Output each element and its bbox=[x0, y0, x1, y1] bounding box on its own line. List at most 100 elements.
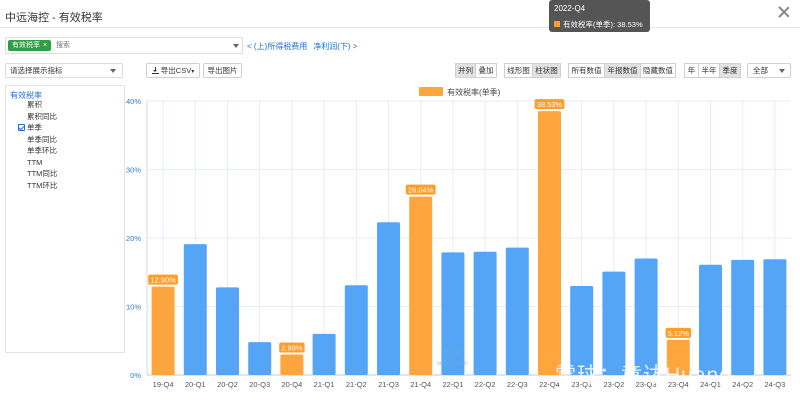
y-tick-label: 30% bbox=[126, 166, 141, 175]
chevron-down-icon[interactable] bbox=[233, 44, 239, 48]
panel-title[interactable]: 有效税率 bbox=[10, 91, 42, 100]
indicator-option-label: TTM环比 bbox=[27, 180, 58, 190]
prev-metric-link[interactable]: < (上)所得税费用 bbox=[247, 42, 308, 51]
tooltip-series: 有效税率(单季): 38.53% bbox=[554, 19, 643, 30]
bar[interactable] bbox=[344, 285, 368, 375]
legend-swatch bbox=[419, 87, 443, 96]
metric-tag-label: 有效税率 bbox=[12, 42, 40, 49]
indicator-option-label: TTM bbox=[27, 157, 43, 167]
value-mode-button-2[interactable]: 隐藏数值 bbox=[640, 63, 676, 78]
x-tick-label: 20-Q2 bbox=[217, 380, 238, 389]
data-label: 5.12% bbox=[668, 329, 690, 338]
bar[interactable] bbox=[312, 333, 336, 375]
legend-label: 有效税率(单季) bbox=[447, 87, 501, 97]
download-icon bbox=[151, 67, 159, 74]
checkbox[interactable] bbox=[18, 124, 25, 131]
export-csv-label: 导出CSV bbox=[160, 66, 192, 75]
nav-links: < (上)所得税费用 净利润(下) > bbox=[247, 41, 363, 52]
data-label: 26.04% bbox=[408, 186, 434, 195]
tooltip-series-name: 有效税率(单季) bbox=[563, 20, 613, 29]
bar[interactable] bbox=[666, 339, 690, 375]
x-tick-label: 20-Q4 bbox=[281, 380, 302, 389]
watermark-logo: 雪球 xueqiu.com bbox=[437, 349, 468, 369]
value-mode-button-0[interactable]: 所有数值 bbox=[568, 63, 605, 78]
search-input[interactable] bbox=[56, 39, 226, 52]
data-label-bg bbox=[279, 342, 305, 353]
layout-button-0[interactable]: 并列 bbox=[455, 63, 476, 78]
x-tick-label: 24-Q1 bbox=[700, 380, 721, 389]
period-button-2[interactable]: 季度 bbox=[719, 63, 741, 78]
series-swatch bbox=[554, 21, 560, 27]
layout-button-1[interactable]: 叠加 bbox=[475, 63, 497, 78]
tag-remove-icon[interactable]: × bbox=[43, 42, 48, 49]
bar[interactable] bbox=[248, 342, 272, 375]
watermark-small-top: 雪球 bbox=[443, 348, 462, 358]
x-tick-label: 23-Q4 bbox=[668, 380, 689, 389]
window-header: 中远海控 - 有效税率 bbox=[0, 0, 800, 28]
y-tick-label: 20% bbox=[126, 234, 141, 243]
bar[interactable] bbox=[763, 259, 787, 375]
indicator-option[interactable]: 累积同比 bbox=[18, 112, 57, 122]
data-label: 12.90% bbox=[150, 276, 176, 285]
bar[interactable] bbox=[570, 285, 594, 375]
indicator-option[interactable]: 单季环比 bbox=[18, 146, 57, 156]
x-tick-label: 23-Q3 bbox=[636, 380, 657, 389]
indicator-select-label: 请选择展示指标 bbox=[10, 66, 63, 75]
data-label-bg bbox=[148, 274, 178, 285]
bar[interactable] bbox=[731, 259, 755, 375]
export-image-button[interactable]: 导出图片 bbox=[203, 63, 242, 78]
indicator-option[interactable]: TTM同比 bbox=[18, 169, 57, 179]
bar[interactable] bbox=[216, 287, 239, 375]
x-tick-label: 19-Q4 bbox=[153, 380, 174, 389]
next-metric-link[interactable]: 净利润(下) > bbox=[313, 42, 358, 51]
indicator-option[interactable]: TTM环比 bbox=[18, 181, 57, 191]
period-button-0[interactable]: 年 bbox=[684, 63, 699, 78]
export-csv-button[interactable]: 导出CSV▾ bbox=[146, 63, 200, 78]
indicator-option[interactable]: TTM bbox=[18, 158, 42, 168]
indicator-option[interactable]: 单季同比 bbox=[18, 135, 57, 145]
bar[interactable] bbox=[505, 247, 529, 375]
indicator-option[interactable]: 单季 bbox=[18, 123, 42, 133]
bar[interactable] bbox=[377, 222, 400, 375]
tooltip-title: 2022-Q4 bbox=[554, 4, 586, 13]
indicator-option-label: 单季 bbox=[27, 123, 42, 132]
indicator-option-label: 单季环比 bbox=[27, 146, 57, 155]
watermark: 雪球：章达Huang bbox=[555, 364, 732, 387]
x-tick-label: 21-Q1 bbox=[314, 380, 335, 389]
chevron-down-icon bbox=[110, 69, 116, 73]
bar[interactable] bbox=[183, 244, 207, 375]
indicator-option[interactable]: 累积 bbox=[18, 100, 42, 110]
data-label: 2.99% bbox=[281, 344, 303, 353]
bar[interactable] bbox=[602, 271, 626, 375]
x-tick-label: 24-Q3 bbox=[764, 380, 785, 389]
data-label-bg bbox=[665, 327, 692, 338]
bar[interactable] bbox=[473, 251, 497, 375]
x-tick-label: 22-Q4 bbox=[539, 380, 560, 389]
bar[interactable] bbox=[634, 258, 658, 375]
bar[interactable] bbox=[409, 196, 433, 375]
y-tick-label: 10% bbox=[126, 303, 141, 312]
chart-tooltip: 2022-Q4 有效税率(单季): 38.53% bbox=[549, 0, 650, 32]
search-bar[interactable]: 有效税率 × bbox=[5, 37, 243, 54]
indicator-option-label: 累积 bbox=[27, 100, 42, 109]
data-label: 38.53% bbox=[537, 100, 563, 109]
bar[interactable] bbox=[151, 286, 175, 375]
y-tick-label: 0% bbox=[130, 371, 141, 380]
indicator-option-label: TTM同比 bbox=[27, 169, 58, 178]
metric-tag[interactable]: 有效税率 × bbox=[8, 40, 52, 51]
chart-type-button-1[interactable]: 柱状图 bbox=[532, 63, 561, 78]
bar[interactable] bbox=[538, 111, 561, 375]
x-tick-label: 23-Q1 bbox=[571, 380, 592, 389]
bar[interactable] bbox=[280, 354, 304, 375]
x-tick-label: 22-Q1 bbox=[442, 380, 463, 389]
range-select[interactable]: 全部 bbox=[747, 63, 791, 78]
x-tick-label: 23-Q2 bbox=[603, 380, 624, 389]
indicator-option-label: 单季同比 bbox=[27, 134, 57, 144]
x-tick-label: 20-Q1 bbox=[185, 380, 206, 389]
indicator-select[interactable]: 请选择展示指标 bbox=[5, 63, 123, 78]
x-tick-label: 24-Q2 bbox=[732, 380, 753, 389]
x-tick-label: 22-Q2 bbox=[475, 380, 496, 389]
bar[interactable] bbox=[699, 264, 722, 375]
data-label-bg bbox=[534, 99, 565, 110]
bar[interactable] bbox=[441, 252, 465, 375]
